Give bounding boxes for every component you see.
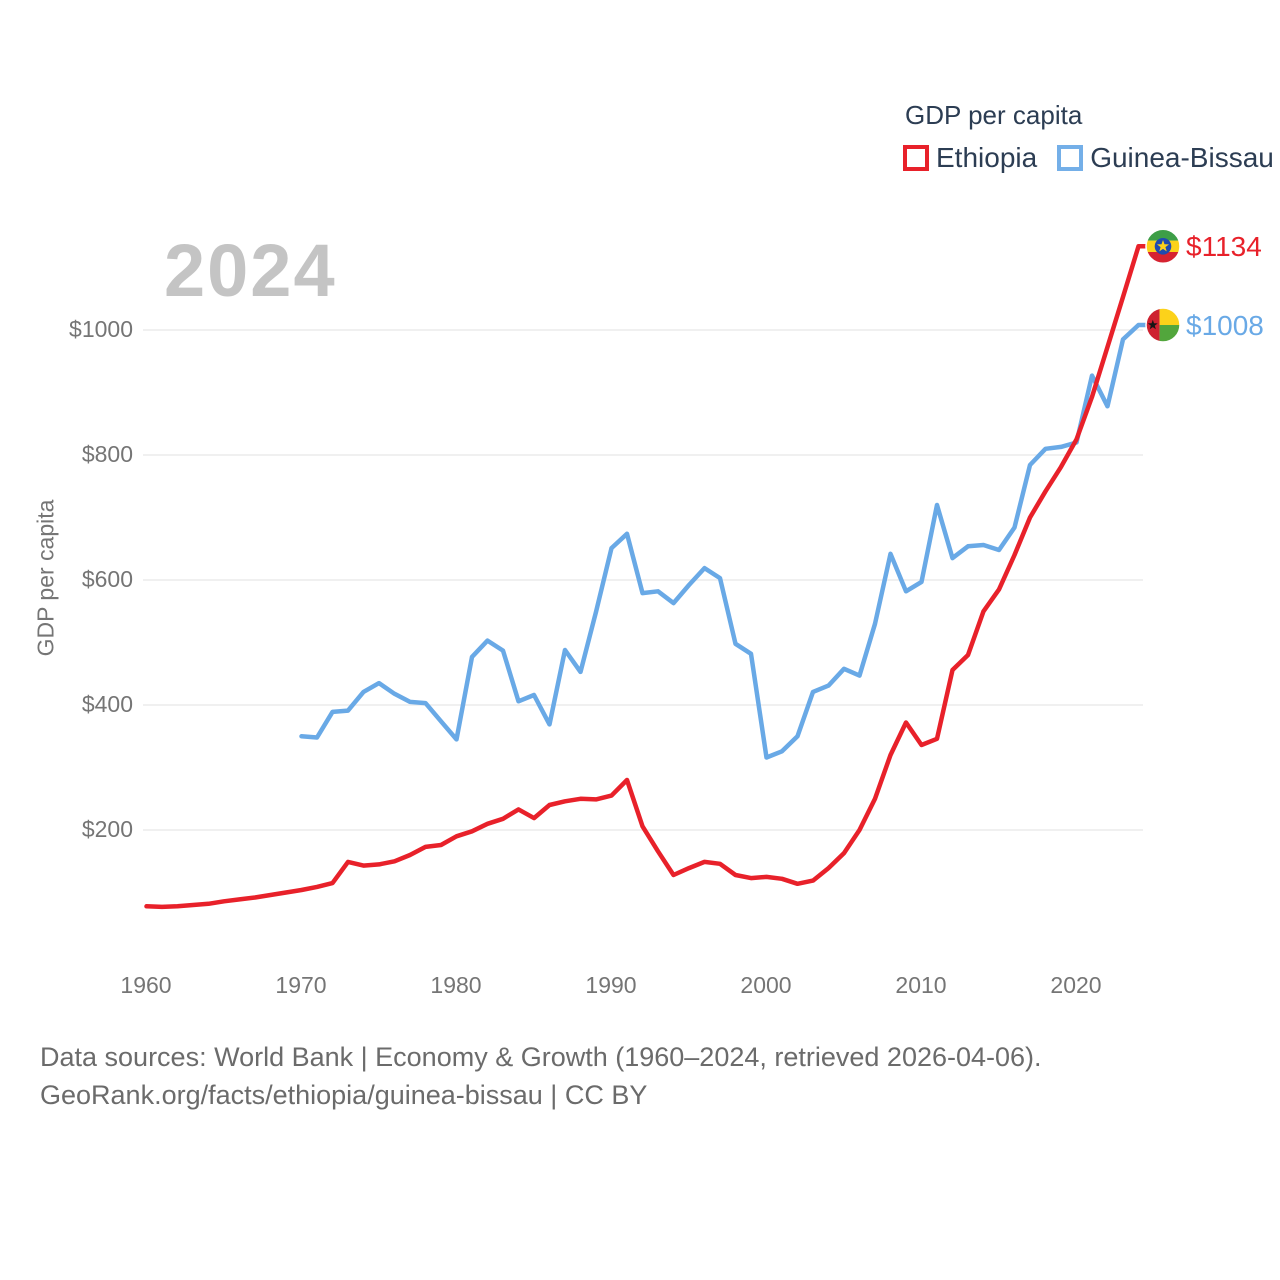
legend-title: GDP per capita — [905, 100, 1083, 130]
legend-item-ethiopia[interactable]: Ethiopia — [903, 142, 1037, 174]
year-watermark: 2024 — [164, 229, 337, 312]
x-tick-2020: 2020 — [1050, 972, 1102, 998]
x-tick-2010: 2010 — [895, 972, 947, 998]
y-tick-400: $400 — [81, 691, 133, 717]
data-sources-note: Data sources: World Bank | Economy & Gro… — [40, 1042, 1042, 1072]
ethiopia-end-value: $1134 — [1186, 231, 1262, 262]
ethiopia-swatch-icon — [903, 145, 929, 171]
legend-label-ethiopia: Ethiopia — [936, 142, 1038, 173]
series-lines — [144, 244, 1154, 910]
ethiopia-flag-icon — [1145, 228, 1181, 265]
legend-label-guinea-bissau: Guinea-Bissau — [1090, 142, 1274, 173]
guinea-bissau-line — [299, 322, 1154, 760]
x-tick-2000: 2000 — [740, 972, 792, 998]
x-tick-1960: 1960 — [120, 972, 172, 998]
gridlines — [143, 329, 1143, 831]
x-tick-1990: 1990 — [585, 972, 637, 998]
guinea-bissau-swatch-icon — [1057, 145, 1084, 171]
x-tick-1980: 1980 — [430, 972, 482, 998]
legend-item-guinea-bissau[interactable]: Guinea-Bissau — [1057, 142, 1274, 174]
guinea-bissau-end-value: $1008 — [1186, 310, 1264, 341]
y-tick-1000: $1000 — [69, 316, 133, 342]
x-tick-1970: 1970 — [275, 972, 327, 998]
ethiopia-line — [144, 244, 1154, 910]
legend: Ethiopia Guinea-Bissau — [903, 142, 1280, 174]
guinea-bissau-flag-icon — [1145, 307, 1181, 343]
y-tick-600: $600 — [81, 566, 133, 592]
attribution-note: GeoRank.org/facts/ethiopia/guinea-bissau… — [40, 1080, 648, 1110]
y-tick-200: $200 — [81, 816, 133, 842]
y-tick-800: $800 — [81, 441, 133, 467]
